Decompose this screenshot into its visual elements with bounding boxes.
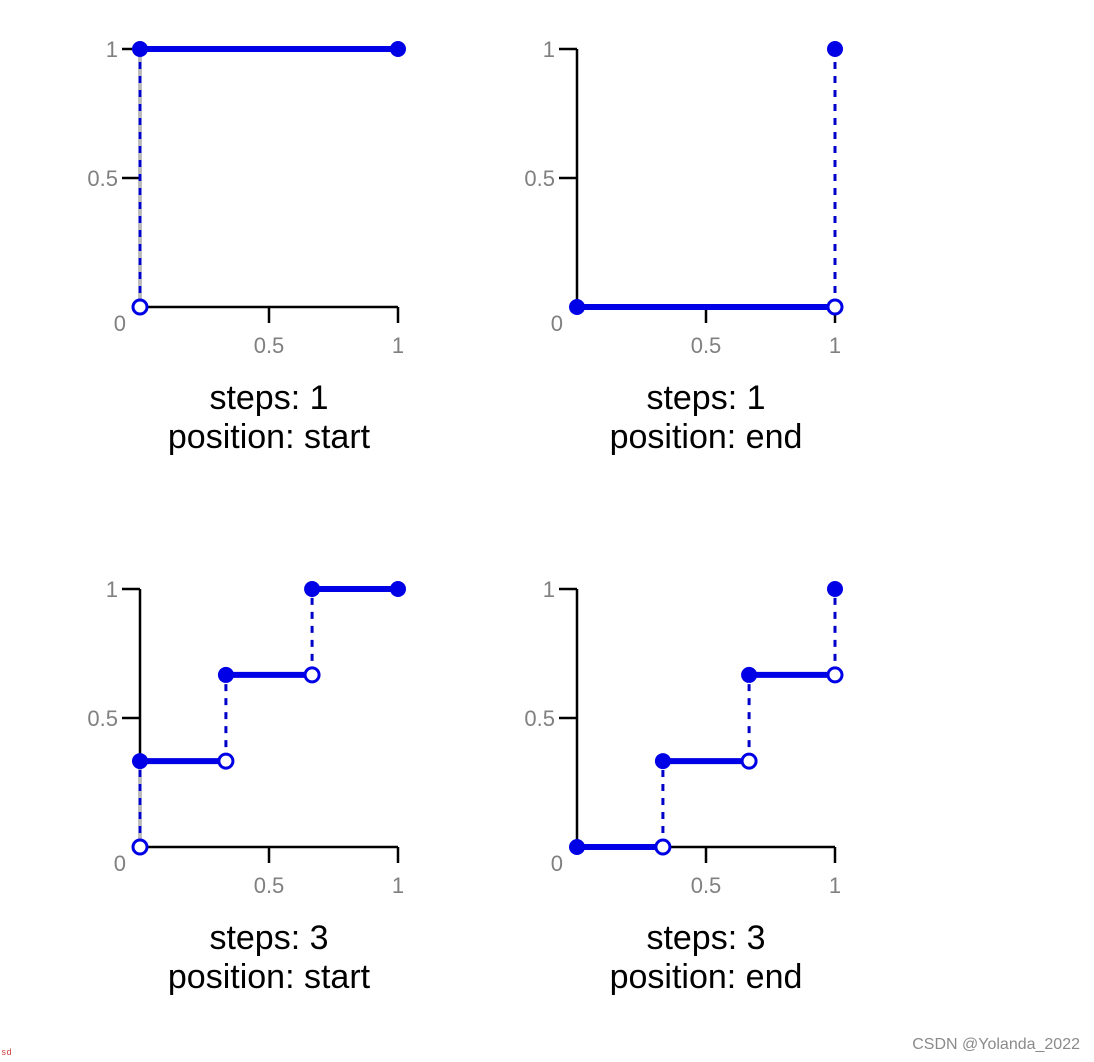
filled-point [390, 41, 406, 57]
y-tick-label: 0 [551, 851, 563, 876]
open-point [131, 838, 149, 856]
x-tick-label: 0.5 [254, 873, 285, 898]
y-tick-label: 1 [543, 37, 555, 62]
corner-mark: sd [1, 1048, 12, 1058]
y-tick-label: 0 [114, 851, 126, 876]
x-tick-label: 1 [392, 873, 404, 898]
caption-position: position: start [168, 958, 371, 996]
y-tick-label: 0.5 [87, 706, 118, 731]
x-tick-label: 1 [829, 333, 841, 358]
open-point [740, 752, 758, 770]
filled-point [569, 299, 585, 315]
y-tick-label: 0 [551, 311, 563, 336]
caption-steps: steps: 1 [209, 379, 328, 417]
filled-point [654, 753, 671, 770]
filled-point [827, 41, 843, 57]
x-tick-label: 0.5 [254, 333, 285, 358]
y-tick-label: 1 [106, 37, 118, 62]
open-point [826, 298, 844, 316]
caption-position: position: end [610, 958, 803, 996]
caption-steps: steps: 3 [209, 919, 328, 957]
filled-point [741, 666, 758, 683]
caption-steps: steps: 1 [646, 379, 765, 417]
filled-point [304, 581, 321, 597]
x-tick-label: 1 [829, 873, 841, 898]
open-point [131, 298, 149, 316]
filled-point [569, 839, 585, 855]
x-tick-label: 0.5 [691, 873, 722, 898]
y-tick-label: 0.5 [524, 706, 555, 731]
open-point [303, 666, 321, 684]
caption-steps: steps: 3 [646, 919, 765, 957]
x-tick-label: 1 [392, 333, 404, 358]
y-tick-label: 1 [106, 577, 118, 602]
caption-position: position: start [168, 418, 371, 456]
y-tick-label: 1 [543, 577, 555, 602]
x-tick-label: 0.5 [691, 333, 722, 358]
filled-point [390, 581, 406, 597]
open-point [826, 666, 844, 684]
filled-point [217, 666, 234, 683]
open-point [654, 838, 672, 856]
watermark: CSDN @Yolanda_2022 [912, 1036, 1080, 1053]
y-tick-label: 0.5 [524, 166, 555, 191]
y-tick-label: 0.5 [87, 166, 118, 191]
y-tick-label: 0 [114, 311, 126, 336]
caption-position: position: end [610, 418, 803, 456]
filled-point [827, 581, 843, 597]
filled-point [132, 41, 148, 57]
open-point [217, 752, 235, 770]
filled-point [132, 753, 148, 770]
